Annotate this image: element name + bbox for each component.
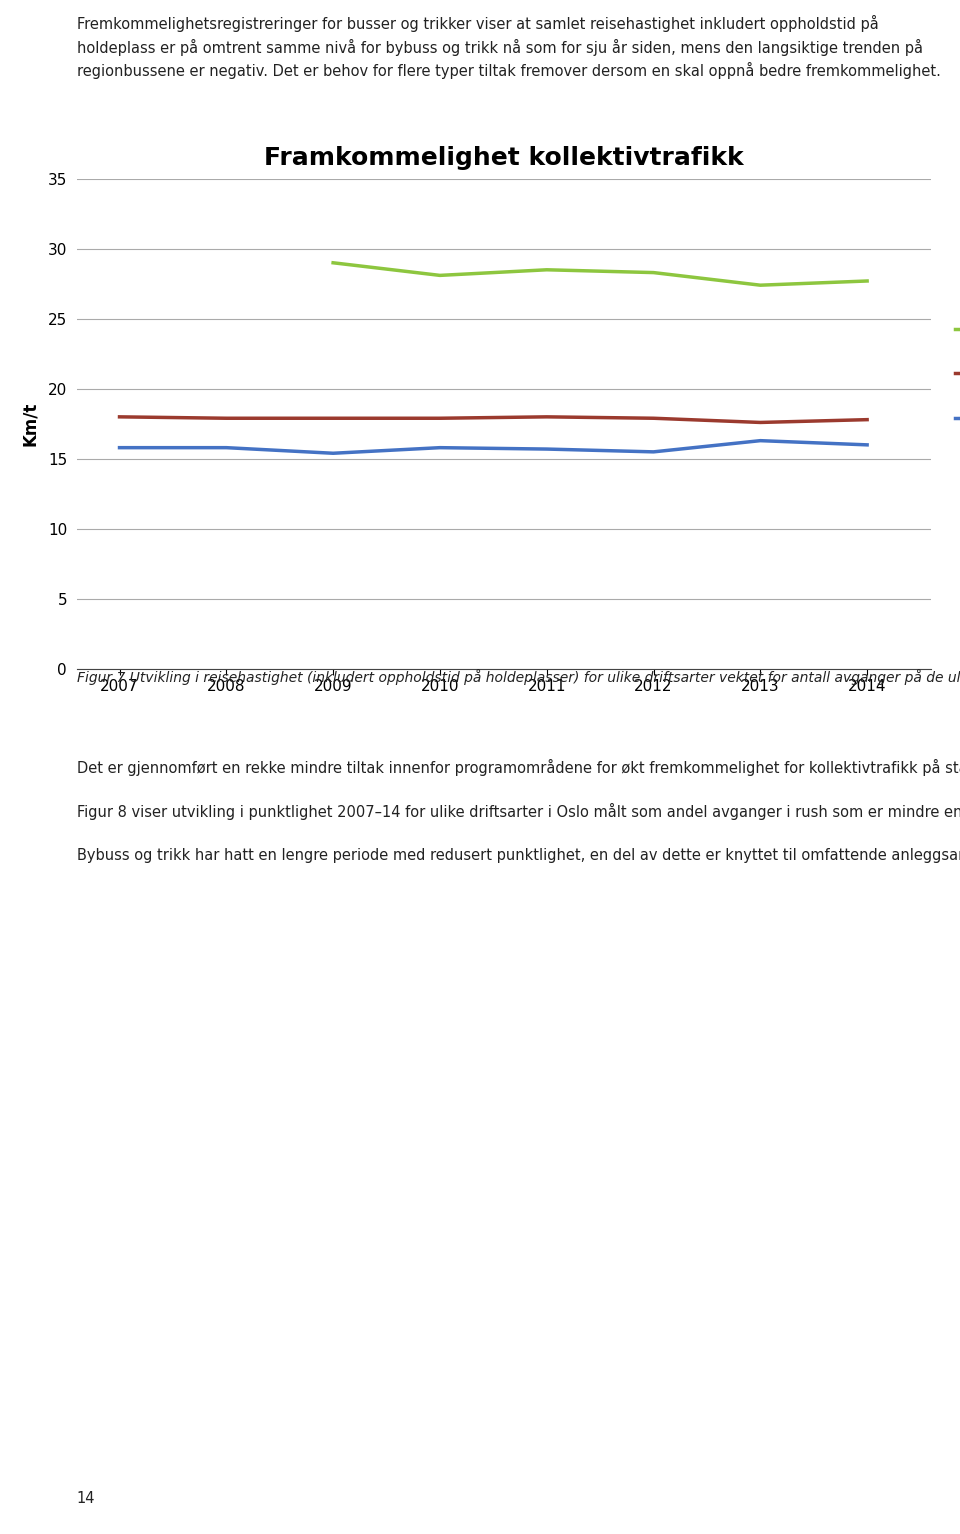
Bybuss [861, 411, 873, 430]
Regionbuss [327, 253, 339, 272]
Trikk [114, 439, 126, 457]
Trikk [861, 436, 873, 454]
Regionbuss [434, 267, 445, 285]
Y-axis label: Km/t: Km/t [21, 402, 39, 446]
Title: Framkommelighet kollektivtrafikk: Framkommelighet kollektivtrafikk [264, 146, 744, 170]
Regionbuss [648, 264, 660, 282]
Bybuss [221, 410, 232, 428]
Trikk [648, 443, 660, 462]
Regionbuss [755, 276, 766, 295]
Text: Fremkommelighetsregistreringer for busser og trikker viser at samlet reisehastig: Fremkommelighetsregistreringer for busse… [77, 15, 941, 78]
Bybuss [755, 413, 766, 431]
Text: 14: 14 [77, 1491, 95, 1506]
Bybuss [434, 410, 445, 428]
Legend: Regionbuss, Bybuss, Trikk: Regionbuss, Bybuss, Trikk [948, 314, 960, 436]
Line: Trikk: Trikk [120, 440, 867, 453]
Bybuss [648, 410, 660, 428]
Trikk [327, 443, 339, 462]
Trikk [434, 439, 445, 457]
Regionbuss [541, 261, 553, 279]
Trikk [541, 440, 553, 459]
Bybuss [327, 410, 339, 428]
Bybuss [114, 408, 126, 426]
Text: Det er gjennomført en rekke mindre tiltak innenfor programområdene for økt fremk: Det er gjennomført en rekke mindre tilta… [77, 759, 960, 864]
Line: Bybuss: Bybuss [120, 417, 867, 422]
Bybuss [541, 408, 553, 426]
Text: Figur 7 Utvikling i reisehastighet (inkludert oppholdstid på holdeplasser) for u: Figur 7 Utvikling i reisehastighet (inkl… [77, 669, 960, 684]
Trikk [221, 439, 232, 457]
Line: Regionbuss: Regionbuss [333, 262, 867, 285]
Trikk [755, 431, 766, 449]
Regionbuss [861, 272, 873, 290]
